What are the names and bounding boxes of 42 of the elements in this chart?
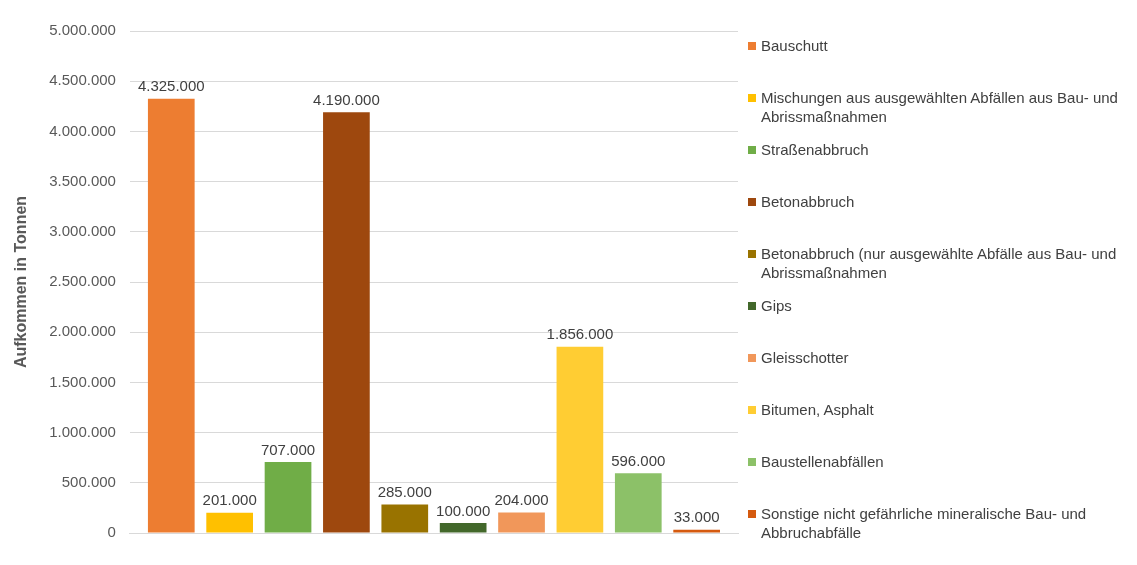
legend-label: Straßenabbruch [761, 140, 869, 159]
bar [439, 522, 487, 533]
legend-label: Gleisschotter [761, 348, 849, 367]
y-tick-label: 0 [107, 523, 116, 541]
data-label: 100.000 [436, 501, 491, 519]
y-tick-label: 5.000.000 [49, 21, 116, 39]
bar [264, 462, 312, 533]
data-label: 1.856.000 [546, 325, 614, 343]
legend-label: Betonabbruch (nur ausgewählte Abfälle aus Bau- und Abrissmaßnahmen [761, 244, 1118, 282]
bar [673, 529, 720, 533]
legend-label: Bauschutt [761, 36, 828, 55]
data-label: 4.325.000 [137, 77, 205, 95]
legend-label: Sonstige nicht gefährliche mineralische Bau- und Abbruchabfälle [761, 504, 1088, 542]
y-tick-label: 1.500.000 [49, 372, 116, 390]
y-tick-label: 3.500.000 [49, 171, 116, 189]
y-tick-label: 2.500.000 [49, 272, 116, 290]
data-label: 201.000 [202, 491, 257, 509]
data-label: 285.000 [377, 483, 432, 501]
y-tick-label: 3.000.000 [49, 221, 116, 239]
data-label: 4.190.000 [313, 90, 380, 108]
legend-label: Gips [761, 296, 792, 315]
y-tick-label: 4.000.000 [49, 121, 116, 139]
y-axis-title: Aufkommen in Tonnen [12, 195, 30, 369]
data-label: 204.000 [494, 491, 549, 509]
data-label: 33.000 [673, 508, 720, 526]
bar [323, 112, 370, 533]
y-tick-label: 1.000.000 [49, 422, 116, 440]
data-label: 596.000 [611, 451, 666, 469]
bar [498, 512, 545, 533]
bar [556, 346, 604, 533]
legend-label: Mischungen aus ausgewählten Abfällen aus Bau- und Abrissmaßnahmen [761, 88, 1119, 126]
data-label: 707.000 [260, 440, 316, 458]
y-tick-label: 500.000 [61, 472, 116, 490]
y-tick-label: 2.000.000 [49, 322, 116, 340]
bar [206, 512, 253, 533]
bar [614, 473, 662, 533]
legend-label: Baustellenabfällen [761, 452, 884, 471]
y-tick-label: 4.500.000 [49, 71, 116, 89]
bar [147, 98, 195, 533]
legend-label: Bitumen, Asphalt [761, 400, 874, 419]
bar [381, 504, 429, 533]
legend-label: Betonabbruch [761, 192, 855, 211]
